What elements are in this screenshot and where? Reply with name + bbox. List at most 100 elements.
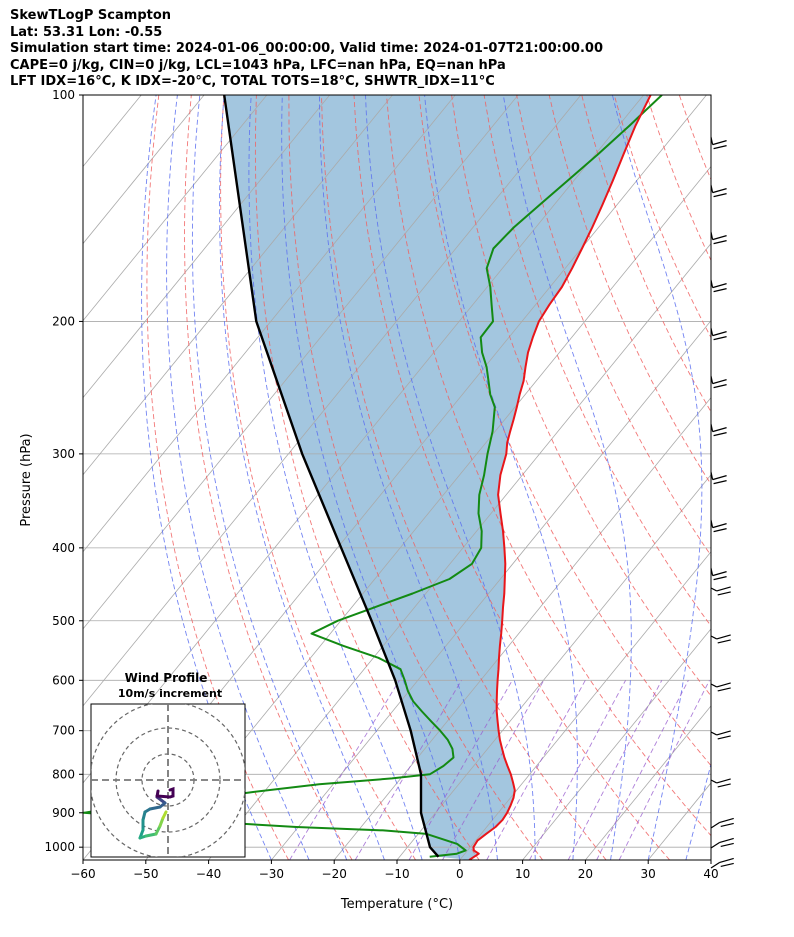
isotherm-line [585,705,711,860]
moist-adiabat-line [365,95,536,860]
wind-barb [710,231,727,245]
wind-barb-flag [716,682,731,688]
moist-adiabat-line [724,95,794,860]
wind-barb-flag [716,778,731,784]
wind-barb-flag [713,576,727,581]
wind-profile-inset: Wind Profile 10m/s increment [90,671,246,858]
wind-barb-staff [710,683,717,688]
wind-barbs [710,136,734,869]
parcel-profile-line [223,95,440,858]
wind-barb-staff [710,567,714,576]
wind-barb [710,136,727,150]
x-tick-label: −10 [384,867,409,881]
wind-barb [710,837,734,849]
x-tick-label: 10 [515,867,530,881]
hodograph-segment [161,810,168,820]
dry-adiabat-line [146,95,289,860]
isotherm-line [396,474,711,860]
wind-barb-flag [717,639,731,644]
dry-adiabat-line [451,95,711,697]
wind-barb [710,327,727,341]
chart-stability-levels: CAPE=0 j/kg, CIN=0 j/kg, LCL=1043 hPa, L… [10,57,506,73]
wind-barb-flag [712,571,727,577]
wind-barb-flag [713,145,727,150]
chart-title: SkewTLogP Scampton [10,8,172,23]
wind-barb [710,423,727,437]
y-tick-label: 700 [52,724,75,738]
wind-barb [710,471,727,485]
x-axis: −60 −50 −40 −30 −20 −10 0 10 20 30 40 [70,860,719,881]
x-tick-label: 20 [578,867,593,881]
wind-barb-staff [710,184,714,193]
x-tick-label: 0 [456,867,464,881]
mixing-ratio-line [529,680,626,860]
wind-barb-flag [712,140,727,146]
y-axis: 1000 900 800 700 600 500 400 300 200 100 [44,88,83,854]
wind-barb-flag [712,188,727,194]
wind-barb-flag [713,480,727,485]
wind-barb-flag [713,240,727,245]
mixing-ratio-line [486,680,586,860]
wind-barb-flag [713,336,727,341]
x-tick-label: −40 [196,867,221,881]
isotherm-line [0,95,78,860]
isotherm-line [83,95,205,245]
wind-barb [710,817,734,829]
isotherm-line [333,397,711,860]
wind-barb-staff [710,731,717,736]
wind-barb-staff [710,327,714,336]
wind-barb-flag [712,235,727,241]
isotherm-line [83,95,582,707]
wind-barb-flag [712,283,727,289]
cin-shading [224,95,651,860]
wind-barb-staff [710,519,714,528]
wind-barb-staff [710,821,721,829]
chart-indices: LFT IDX=16°C, K IDX=-20°C, TOTAL TOTS=18… [10,74,495,89]
wind-barb-staff [710,587,717,592]
wind-profile-title: Wind Profile [125,671,208,685]
x-axis-label: Temperature (°C) [340,897,453,912]
wind-barb-flag [719,817,734,824]
dry-adiabat-line [184,95,353,860]
x-tick-label: 40 [703,867,718,881]
isotherm-line [83,95,393,476]
wind-barb-flag [712,379,727,385]
dry-adiabat-line [483,95,711,627]
dry-adiabat-line [386,95,711,837]
wind-barb-staff [710,231,714,240]
wind-barb-staff [710,861,721,869]
moist-adiabat-line [191,95,348,860]
dry-adiabat-line [254,95,480,860]
x-tick-label: −20 [322,867,347,881]
x-tick-label: −60 [70,867,95,881]
x-tick-label: −30 [259,867,284,881]
wind-barb [710,682,731,692]
dry-adiabat-line [678,95,711,181]
wind-barb-flag [717,687,731,692]
wind-barb-flag [713,288,727,293]
moist-adiabat-line [141,95,272,860]
dry-adiabat-line [777,95,794,860]
y-tick-label: 600 [52,673,75,687]
wind-barb-flag [713,432,727,437]
isotherm-line [83,95,330,399]
y-tick-label: 100 [52,88,75,102]
wind-barb-flag [720,842,734,848]
moist-adiabat-line [611,95,703,860]
wind-barb-flag [716,730,731,736]
dry-adiabat-line [712,95,794,860]
isotherm-line [710,859,711,860]
y-tick-label: 300 [52,447,75,461]
wind-barb-flag [717,783,731,788]
y-tick-label: 500 [52,614,75,628]
wind-barb-flag [713,528,727,533]
isotherm-line [145,165,711,860]
wind-barb-flag [717,591,731,596]
temperature-profile-line [468,95,652,860]
moist-adiabat-line [424,95,578,860]
wind-barb-flag [712,523,727,529]
wind-barb-flag [716,634,731,640]
mixing-ratio-line [354,680,462,860]
wind-barb [710,730,731,740]
